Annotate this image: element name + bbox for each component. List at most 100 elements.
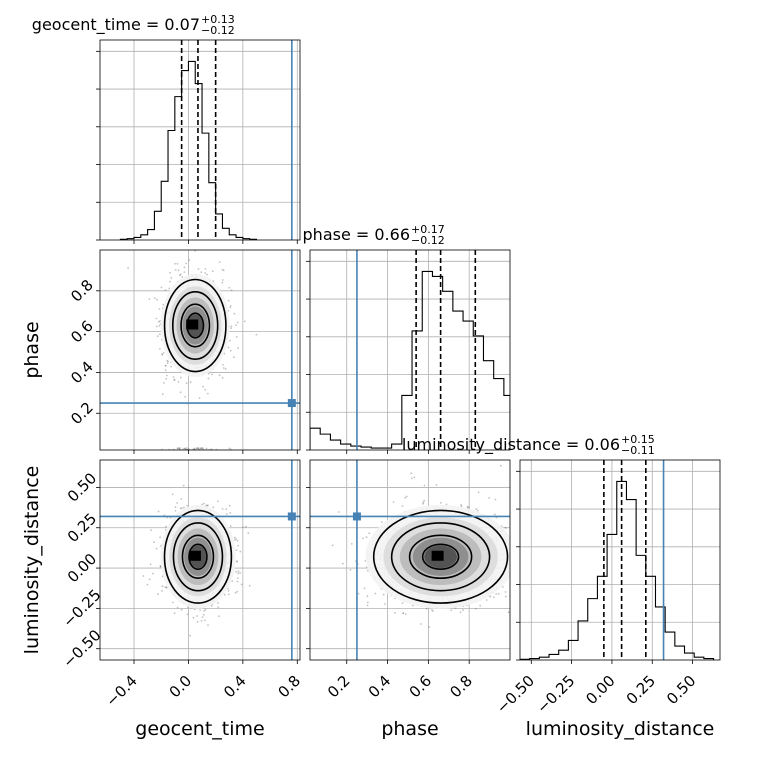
sample-point	[164, 364, 167, 367]
diag-panel-phase	[310, 250, 510, 450]
sample-point	[365, 536, 368, 539]
sample-point	[142, 575, 145, 577]
sample-point	[248, 584, 251, 587]
sample-point	[235, 549, 238, 552]
sample-point	[191, 451, 193, 453]
sample-point	[206, 392, 209, 395]
sample-point	[172, 453, 174, 455]
sample-point	[229, 305, 232, 307]
sample-point	[189, 381, 192, 384]
sample-point	[189, 473, 191, 475]
sample-point	[164, 364, 167, 367]
sample-point	[171, 456, 173, 458]
sample-point	[207, 372, 210, 375]
sample-point	[177, 381, 180, 383]
sample-point	[366, 601, 369, 604]
sample-point	[435, 484, 438, 486]
sample-point	[225, 513, 228, 515]
sample-point	[187, 457, 189, 459]
sample-point	[182, 484, 185, 487]
sample-point	[171, 458, 173, 460]
sample-point	[394, 612, 396, 614]
contour-line	[171, 291, 219, 360]
sample-point	[194, 467, 196, 469]
sample-point	[161, 393, 164, 396]
sample-point	[190, 471, 192, 473]
sample-point	[157, 593, 159, 596]
sample-point	[175, 465, 177, 467]
sample-point	[158, 308, 161, 310]
sample-point	[166, 362, 169, 364]
sample-point	[211, 270, 214, 273]
sample-point	[179, 461, 181, 463]
sample-point	[368, 532, 371, 535]
sample-point	[211, 455, 213, 457]
sample-point	[173, 612, 176, 615]
x-tick-label-geocent_time: 0.8	[275, 672, 305, 702]
sample-point	[445, 503, 448, 506]
x-axis-label-phase: phase	[381, 718, 438, 740]
contour-line	[421, 543, 460, 570]
x-tick-label-geocent_time: 0.0	[166, 672, 196, 702]
sample-point	[236, 590, 239, 593]
sample-point	[208, 455, 210, 457]
sample-point	[165, 586, 168, 589]
sample-point	[193, 457, 195, 459]
sample-point	[173, 379, 175, 381]
sample-point	[466, 505, 469, 508]
contour-line	[181, 534, 215, 580]
sample-point	[178, 456, 180, 458]
sample-point	[180, 469, 182, 471]
sample-point	[501, 586, 504, 588]
sample-point	[167, 360, 169, 363]
sample-point	[214, 454, 216, 456]
panel-frame	[99, 39, 301, 241]
sample-point	[199, 472, 201, 474]
sample-point	[221, 453, 223, 455]
sample-point	[215, 466, 217, 468]
sample-point	[512, 546, 514, 548]
sample-point	[495, 593, 498, 595]
sample-point	[425, 607, 428, 610]
sample-point	[504, 595, 507, 598]
sample-point	[181, 453, 183, 455]
sample-point	[357, 592, 360, 595]
sample-point	[337, 511, 340, 513]
sample-point	[159, 320, 161, 322]
sample-point	[206, 455, 208, 457]
sample-point	[218, 261, 221, 263]
sample-point	[189, 457, 191, 459]
sample-point	[170, 277, 173, 279]
sample-point	[206, 457, 208, 459]
sample-point	[422, 502, 424, 505]
sample-point	[517, 558, 519, 560]
sample-point	[212, 506, 215, 509]
sample-point	[166, 374, 168, 377]
sample-point	[196, 473, 198, 475]
density-peak	[431, 550, 444, 561]
sample-point	[235, 538, 238, 540]
sample-point	[477, 509, 479, 512]
sample-point	[189, 469, 191, 471]
sample-point	[401, 602, 404, 604]
sample-point	[410, 472, 413, 475]
sample-point	[227, 590, 230, 592]
sample-point	[198, 456, 200, 458]
sample-point	[228, 504, 231, 507]
sample-point	[183, 451, 185, 453]
sample-point	[221, 508, 224, 510]
sample-point	[160, 286, 163, 289]
sample-point	[493, 596, 495, 599]
sample-point	[192, 616, 195, 619]
x-tick-label-phase: 0.4	[365, 672, 395, 702]
sample-point	[172, 376, 175, 378]
sample-point	[184, 395, 187, 398]
sample-point	[204, 472, 206, 474]
sample-point	[201, 616, 204, 618]
pair-panel-geocent_time-luminosity_distance	[100, 460, 300, 660]
sample-point	[228, 286, 231, 289]
sample-point	[217, 606, 220, 609]
sample-point	[188, 458, 190, 460]
sample-point	[171, 493, 174, 496]
sample-point	[181, 276, 184, 278]
